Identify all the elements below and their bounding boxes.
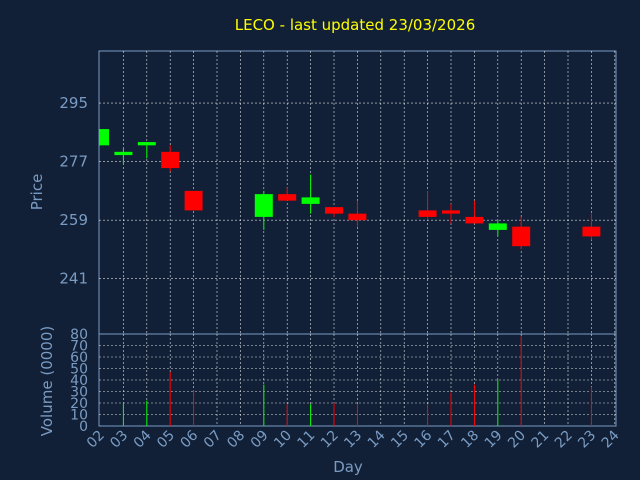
volume-tick-label: 60 (70, 350, 88, 366)
price-tick-label: 241 (59, 270, 88, 288)
candle-13 (348, 200, 367, 227)
candle-body (465, 216, 484, 224)
day-tick-label: 17 (435, 428, 459, 452)
volume-tick-label: 20 (70, 396, 88, 412)
candle-02 (99, 129, 109, 146)
day-tick-label: 16 (412, 427, 436, 451)
candle-body (582, 226, 601, 237)
day-tick-label: 03 (107, 428, 131, 452)
candle-body (325, 207, 343, 214)
candle-body (301, 197, 320, 204)
candle-23 (582, 213, 601, 240)
day-tick-label: 05 (154, 428, 178, 452)
candle-06 (184, 190, 203, 211)
day-tick-label: 18 (458, 428, 482, 452)
candle-09 (254, 190, 273, 230)
volume-tick-label: 40 (70, 373, 88, 389)
candle-body (442, 210, 460, 214)
candle-20 (512, 216, 531, 250)
candle-body (418, 210, 437, 217)
day-axis-label: Day (333, 458, 363, 476)
candle-04 (137, 142, 156, 159)
day-tick-label: 24 (599, 427, 623, 451)
day-tick-label: 21 (529, 428, 553, 452)
candle-body (161, 151, 180, 169)
candle-body (114, 151, 133, 156)
day-tick-label: 08 (224, 428, 248, 452)
candle-05 (161, 145, 180, 172)
candle-body (348, 213, 367, 221)
chart-title: LECO - last updated 23/03/2026 (235, 16, 475, 34)
price-axis-label: Price (28, 174, 46, 211)
candle-16 (418, 190, 437, 221)
candle-03 (114, 148, 133, 165)
candlesticks (99, 129, 601, 250)
volume-axis-label: Volume (0000) (38, 326, 56, 436)
price-tick-label: 259 (59, 211, 88, 229)
candle-body (254, 194, 273, 217)
day-tick-label: 09 (248, 428, 272, 452)
candle-19 (488, 220, 507, 237)
candle-body (99, 129, 109, 146)
candle-18 (465, 200, 484, 224)
volume-tick-label: 10 (70, 408, 88, 424)
day-tick-label: 07 (201, 428, 225, 452)
candle-10 (278, 187, 297, 201)
price-tick-label: 277 (59, 153, 88, 171)
price-tick-label: 295 (59, 94, 88, 112)
volume-tick-label: 70 (70, 339, 88, 355)
day-tick-label: 04 (131, 427, 155, 451)
volume-tick-label: 30 (70, 385, 88, 401)
day-tick-label: 15 (388, 428, 412, 452)
day-tick-label: 12 (318, 428, 342, 452)
volume-tick-label: 50 (70, 362, 88, 378)
day-tick-label: 11 (295, 428, 319, 452)
day-tick-label: 20 (505, 428, 529, 452)
candle-11 (301, 174, 320, 214)
day-tick-label: 23 (575, 428, 599, 452)
candle-body (184, 190, 203, 211)
candle-body (488, 223, 507, 230)
volume-tick-label: 80 (70, 327, 88, 343)
day-tick-label: 22 (552, 428, 576, 452)
price-tick-labels: 241 259 277 295 (59, 94, 88, 288)
candle-body (512, 226, 531, 247)
day-tick-label: 14 (365, 427, 389, 451)
volume-tick-label: 0 (79, 419, 88, 435)
candle-body (137, 142, 156, 146)
candle-17 (442, 203, 460, 224)
candle-body (278, 194, 297, 201)
volume-bars (122, 336, 592, 426)
day-tick-labels: 02 03 04 05 06 07 08 09 10 11 12 13 14 15 16 17 18 19 20 21… (84, 427, 623, 451)
day-tick-label: 13 (341, 428, 365, 452)
day-tick-label: 19 (482, 428, 506, 452)
day-tick-label: 06 (178, 427, 202, 451)
candle-12 (325, 207, 343, 217)
day-tick-label: 10 (271, 428, 295, 452)
